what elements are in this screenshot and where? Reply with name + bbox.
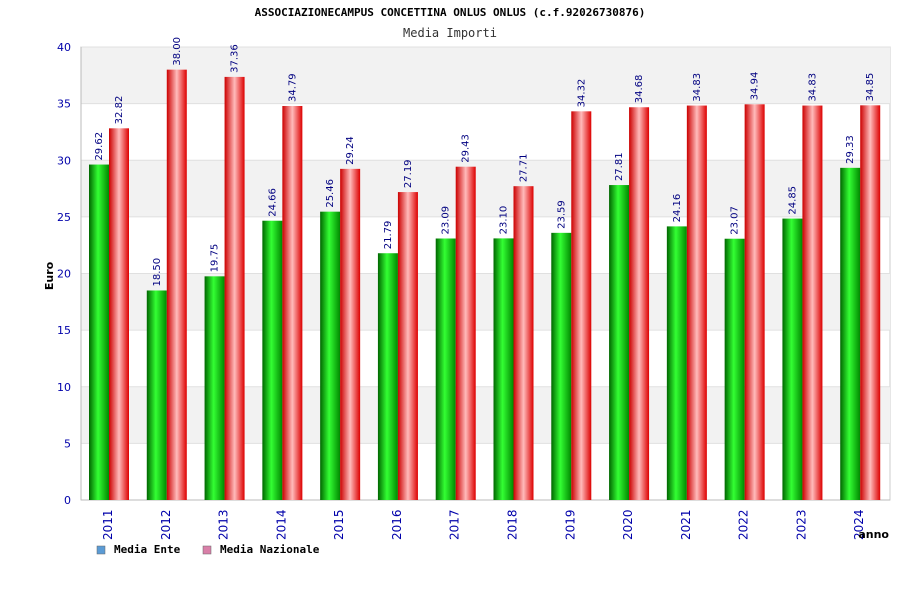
bar-media-ente-2016 — [377, 253, 398, 500]
x-tick-label: 2023 — [794, 509, 808, 540]
bar-media-ente-2019 — [551, 232, 572, 500]
legend-swatch — [96, 545, 106, 555]
x-tick-label: 2016 — [390, 509, 404, 540]
bar-media-ente-2023 — [782, 218, 803, 501]
bar-media-nazionale-2015 — [340, 168, 361, 500]
y-tick-label: 5 — [64, 437, 71, 450]
data-label: 24.16 — [672, 194, 683, 223]
chart-title: ASSOCIAZIONECAMPUS CONCETTINA ONLUS ONLU… — [255, 6, 646, 19]
bar-media-ente-2024 — [840, 167, 861, 500]
bar-media-ente-2022 — [724, 238, 745, 501]
x-tick-label: 2020 — [621, 509, 635, 540]
value-labels: 29.62 32.82 18.50 38.00 19.75 37.36 24.66 34.79… — [94, 37, 876, 286]
bar-media-ente-2015 — [320, 211, 341, 500]
data-label: 29.24 — [345, 136, 356, 165]
data-label: 34.79 — [287, 73, 298, 102]
y-tick-label: 40 — [57, 41, 71, 54]
x-tick-label: 2011 — [101, 509, 115, 540]
bar-media-ente-2020 — [609, 185, 630, 500]
bar-media-ente-2011 — [89, 164, 109, 500]
y-tick-label: 10 — [57, 381, 71, 394]
bar-media-ente-2014 — [262, 220, 283, 500]
data-label: 34.32 — [576, 79, 587, 108]
bar-media-ente-2018 — [493, 238, 514, 500]
legend: Media Ente Media Nazionale — [96, 543, 320, 556]
data-label: 23.10 — [499, 206, 510, 235]
data-label: 27.19 — [403, 159, 414, 188]
grid-band — [81, 47, 890, 104]
x-tick-label: 2019 — [563, 509, 577, 540]
y-axis-label: Euro — [43, 261, 56, 290]
data-label: 29.33 — [845, 135, 856, 164]
data-label: 23.09 — [441, 206, 452, 235]
bar-media-nazionale-2020 — [629, 107, 650, 501]
legend-entry: Media Nazionale — [220, 543, 320, 556]
data-label: 18.50 — [152, 258, 163, 287]
data-label: 25.46 — [325, 179, 336, 208]
data-label: 34.85 — [865, 73, 876, 102]
x-tick-label: 2014 — [274, 509, 288, 540]
bar-media-nazionale-2011 — [109, 128, 129, 500]
y-tick-label: 15 — [57, 324, 71, 337]
data-label: 32.82 — [114, 96, 125, 125]
bar-media-nazionale-2024 — [860, 105, 881, 500]
bars — [89, 69, 881, 501]
x-tick-label: 2013 — [217, 509, 231, 540]
data-label: 21.79 — [383, 221, 394, 250]
data-label: 38.00 — [172, 37, 183, 66]
bar-media-nazionale-2012 — [166, 69, 187, 501]
bar-media-nazionale-2022 — [744, 104, 765, 500]
bar-media-ente-2013 — [204, 276, 225, 500]
data-label: 34.94 — [750, 72, 761, 101]
grid-band — [81, 273, 890, 331]
x-axis-ticks: 2011 2012 2013 2014 2015 2016 2017 2018 2019 2020… — [101, 509, 866, 540]
y-tick-label: 35 — [57, 98, 71, 111]
y-tick-label: 25 — [57, 211, 71, 224]
bar-media-nazionale-2019 — [571, 111, 592, 501]
grid-band — [81, 160, 890, 217]
data-label: 37.36 — [230, 44, 241, 73]
data-label: 29.43 — [461, 134, 472, 163]
y-tick-label: 30 — [57, 154, 71, 167]
x-tick-label: 2017 — [448, 509, 462, 540]
data-label: 24.85 — [787, 186, 798, 215]
x-tick-label: 2022 — [737, 509, 751, 540]
bar-media-nazionale-2013 — [224, 76, 245, 500]
data-label: 34.83 — [807, 73, 818, 102]
bar-media-ente-2017 — [435, 238, 456, 501]
y-axis-ticks: 0 5 10 15 20 25 30 35 40 — [57, 41, 71, 507]
x-tick-label: 2018 — [506, 509, 520, 540]
data-label: 27.81 — [614, 152, 625, 181]
data-label: 24.66 — [267, 188, 278, 217]
y-tick-label: 0 — [64, 494, 71, 507]
x-tick-label: 2015 — [332, 509, 346, 540]
grid-band — [81, 386, 890, 444]
bar-media-ente-2012 — [146, 290, 167, 500]
bar-media-nazionale-2023 — [802, 105, 823, 501]
bar-media-nazionale-2017 — [455, 166, 476, 500]
x-tick-label: 2021 — [679, 509, 693, 540]
data-label: 23.59 — [556, 200, 567, 229]
bar-media-ente-2021 — [666, 226, 687, 500]
x-tick-label: 2024 — [852, 509, 866, 540]
bar-media-nazionale-2018 — [513, 186, 534, 500]
legend-entry: Media Ente — [114, 543, 181, 556]
bar-media-nazionale-2016 — [397, 192, 418, 501]
bar-media-nazionale-2014 — [282, 106, 303, 501]
x-tick-label: 2012 — [159, 509, 173, 540]
legend-swatch — [202, 545, 212, 555]
data-label: 27.71 — [519, 154, 530, 183]
chart-subtitle: Media Importi — [403, 26, 497, 40]
bar-media-nazionale-2021 — [686, 105, 707, 501]
data-label: 34.83 — [692, 73, 703, 102]
data-label: 19.75 — [210, 244, 221, 273]
y-tick-label: 20 — [57, 268, 71, 281]
data-label: 34.68 — [634, 75, 645, 104]
data-label: 29.62 — [94, 132, 105, 161]
x-axis-label: anno — [858, 528, 889, 541]
data-label: 23.07 — [730, 206, 741, 235]
